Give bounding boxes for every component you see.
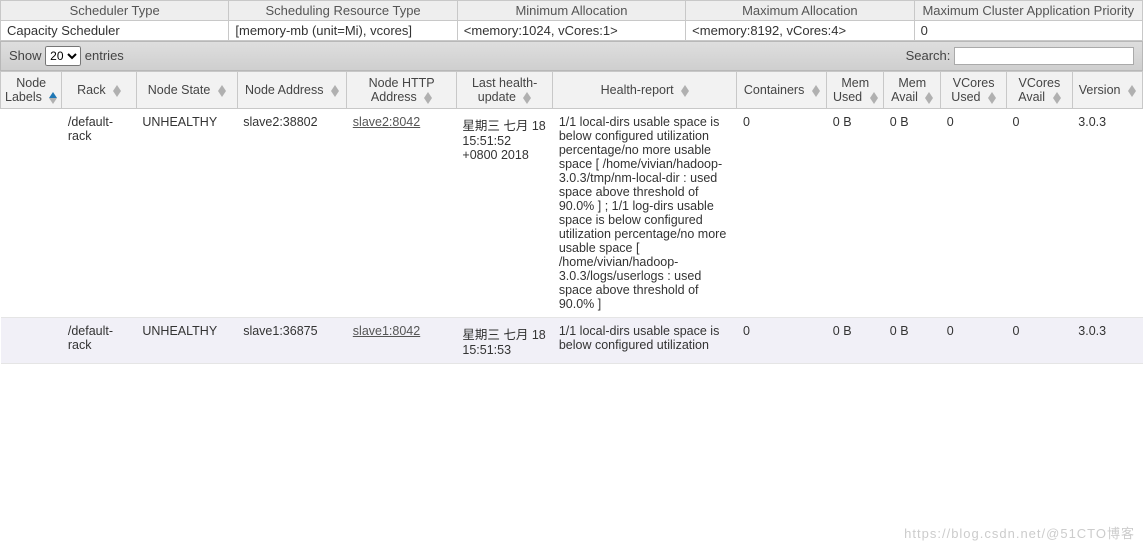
cell-vca: 0 xyxy=(1007,318,1073,364)
col-vcu[interactable]: VCores Used xyxy=(941,72,1007,109)
info-value: 0 xyxy=(914,21,1142,41)
info-value: [memory-mb (unit=Mi), vcores] xyxy=(229,21,457,41)
info-value: <memory:1024, vCores:1> xyxy=(457,21,685,41)
col-report[interactable]: Health-report xyxy=(553,72,737,109)
cell-http: slave1:8042 xyxy=(347,318,457,364)
col-labels[interactable]: Node Labels xyxy=(1,72,62,109)
entries-label: entries xyxy=(85,48,124,63)
cell-cont: 0 xyxy=(737,318,827,364)
cell-labels xyxy=(1,318,62,364)
cell-labels xyxy=(1,109,62,318)
cell-vcu: 0 xyxy=(941,109,1007,318)
info-header: Maximum Allocation xyxy=(686,1,914,21)
col-cont[interactable]: Containers xyxy=(737,72,827,109)
cell-update: 星期三 七月 18 15:51:53 xyxy=(456,318,552,364)
cell-report: 1/1 local-dirs usable space is below con… xyxy=(553,109,737,318)
nodes-table: Node Labels Rack Node State Node Address… xyxy=(0,71,1143,364)
cell-http: slave2:8042 xyxy=(347,109,457,318)
node-http-link[interactable]: slave2:8042 xyxy=(353,115,420,129)
info-header: Maximum Cluster Application Priority xyxy=(914,1,1142,21)
cell-update: 星期三 七月 18 15:51:52 +0800 2018 xyxy=(456,109,552,318)
table-row: /default-rackUNHEALTHYslave1:36875 slave1… xyxy=(1,318,1143,364)
table-row: /default-rackUNHEALTHYslave2:38802 slave2… xyxy=(1,109,1143,318)
search-input[interactable] xyxy=(954,47,1134,65)
cell-cont: 0 xyxy=(737,109,827,318)
col-ver[interactable]: Version xyxy=(1072,72,1142,109)
cell-mema: 0 B xyxy=(884,109,941,318)
info-header: Scheduling Resource Type xyxy=(229,1,457,21)
info-header: Minimum Allocation xyxy=(457,1,685,21)
cell-memu: 0 B xyxy=(827,109,884,318)
cell-ver: 3.0.3 xyxy=(1072,109,1142,318)
info-header: Scheduler Type xyxy=(1,1,229,21)
col-addr[interactable]: Node Address xyxy=(237,72,347,109)
col-http[interactable]: Node HTTP Address xyxy=(347,72,457,109)
search-label: Search: xyxy=(906,48,951,63)
search-control: Search: xyxy=(906,47,1134,65)
length-control: Show 20 entries xyxy=(9,46,124,66)
info-value: <memory:8192, vCores:4> xyxy=(686,21,914,41)
cell-vcu: 0 xyxy=(941,318,1007,364)
watermark-text: https://blog.csdn.net/@51CTO博客 xyxy=(904,523,1135,542)
col-vca[interactable]: VCores Avail xyxy=(1007,72,1073,109)
col-update[interactable]: Last health-update xyxy=(456,72,552,109)
col-memu[interactable]: Mem Used xyxy=(827,72,884,109)
cell-addr: slave2:38802 xyxy=(237,109,347,318)
scheduler-info-table: Scheduler TypeScheduling Resource TypeMi… xyxy=(0,0,1143,41)
info-value: Capacity Scheduler xyxy=(1,21,229,41)
show-label: Show xyxy=(9,48,42,63)
cell-report: 1/1 local-dirs usable space is below con… xyxy=(553,318,737,364)
cell-rack: /default-rack xyxy=(62,109,137,318)
col-mema[interactable]: Mem Avail xyxy=(884,72,941,109)
cell-state: UNHEALTHY xyxy=(136,318,237,364)
cell-memu: 0 B xyxy=(827,318,884,364)
cell-rack: /default-rack xyxy=(62,318,137,364)
cell-mema: 0 B xyxy=(884,318,941,364)
datatable-toolbar: Show 20 entries Search: xyxy=(0,41,1143,71)
cell-vca: 0 xyxy=(1007,109,1073,318)
page-size-select[interactable]: 20 xyxy=(45,46,81,66)
cell-state: UNHEALTHY xyxy=(136,109,237,318)
cell-addr: slave1:36875 xyxy=(237,318,347,364)
col-rack[interactable]: Rack xyxy=(62,72,137,109)
cell-ver: 3.0.3 xyxy=(1072,318,1142,364)
col-state[interactable]: Node State xyxy=(136,72,237,109)
node-http-link[interactable]: slave1:8042 xyxy=(353,324,420,338)
